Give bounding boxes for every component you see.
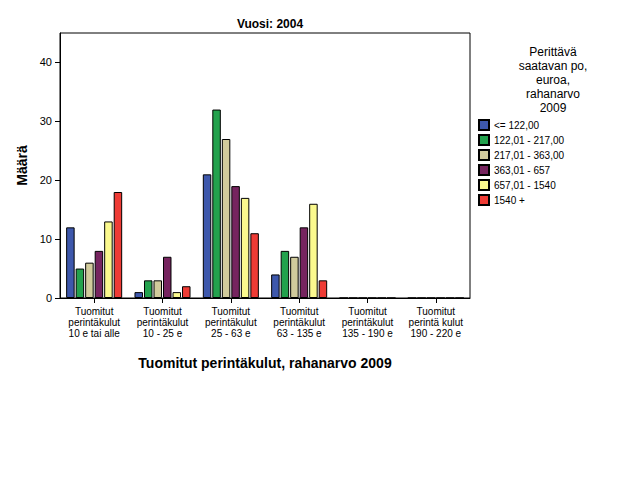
svg-text:perintä kulut: perintä kulut: [409, 317, 464, 328]
svg-text:190 - 220 e: 190 - 220 e: [411, 328, 462, 339]
svg-text:10 - 25 e: 10 - 25 e: [143, 328, 183, 339]
svg-text:<= 122,00: <= 122,00: [494, 120, 539, 131]
svg-text:20: 20: [40, 174, 52, 186]
svg-text:1540 +: 1540 +: [494, 195, 525, 206]
svg-text:euroa,: euroa,: [536, 73, 570, 87]
svg-text:perintäkulut: perintäkulut: [273, 317, 325, 328]
svg-text:30: 30: [40, 115, 52, 127]
svg-text:saatavan po,: saatavan po,: [519, 59, 588, 73]
svg-text:Tuomitut: Tuomitut: [348, 306, 387, 317]
svg-text:Tuomitut: Tuomitut: [75, 306, 114, 317]
svg-text:10 e tai alle: 10 e tai alle: [69, 328, 121, 339]
svg-text:Tuomitut: Tuomitut: [143, 306, 182, 317]
svg-text:perintäkulut: perintäkulut: [137, 317, 189, 328]
svg-text:Tuomitut: Tuomitut: [417, 306, 456, 317]
svg-text:2009: 2009: [540, 101, 567, 115]
svg-text:40: 40: [40, 56, 52, 68]
svg-text:Vuosi: 2004: Vuosi: 2004: [237, 17, 304, 31]
svg-text:63 - 135 e: 63 - 135 e: [277, 328, 322, 339]
svg-text:Tuomitut: Tuomitut: [280, 306, 319, 317]
svg-text:363,01 - 657: 363,01 - 657: [494, 165, 551, 176]
svg-text:122,01 - 217,00: 122,01 - 217,00: [494, 135, 564, 146]
svg-text:perintäkulut: perintäkulut: [342, 317, 394, 328]
svg-text:perintäkulut: perintäkulut: [205, 317, 257, 328]
svg-text:Tuomitut: Tuomitut: [212, 306, 251, 317]
svg-text:Tuomitut perintäkulut, rahanar: Tuomitut perintäkulut, rahanarvo 2009: [138, 355, 392, 371]
svg-text:rahanarvo: rahanarvo: [526, 87, 580, 101]
svg-text:Määrä: Määrä: [14, 145, 30, 186]
svg-text:135 - 190 e: 135 - 190 e: [342, 328, 393, 339]
svg-text:0: 0: [46, 292, 52, 304]
svg-text:25 - 63 e: 25 - 63 e: [211, 328, 251, 339]
svg-text:Perittävä: Perittävä: [529, 45, 577, 59]
svg-text:10: 10: [40, 233, 52, 245]
svg-text:217,01 - 363,00: 217,01 - 363,00: [494, 150, 564, 161]
svg-text:657,01 - 1540: 657,01 - 1540: [494, 180, 556, 191]
svg-text:perintäkulut: perintäkulut: [68, 317, 120, 328]
